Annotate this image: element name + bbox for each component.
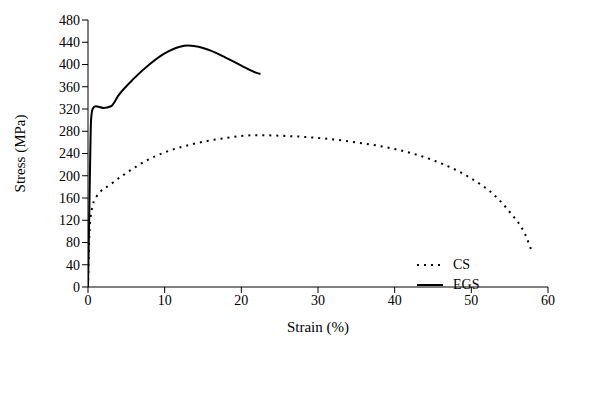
- svg-text:0: 0: [73, 280, 80, 295]
- svg-text:120: 120: [59, 213, 80, 228]
- svg-text:30: 30: [311, 293, 325, 308]
- svg-text:280: 280: [59, 124, 80, 139]
- svg-text:160: 160: [59, 191, 80, 206]
- svg-text:10: 10: [158, 293, 172, 308]
- svg-text:40: 40: [66, 258, 80, 273]
- svg-text:50: 50: [464, 293, 478, 308]
- svg-text:440: 440: [59, 35, 80, 50]
- svg-text:20: 20: [234, 293, 248, 308]
- svg-text:240: 240: [59, 146, 80, 161]
- svg-text:400: 400: [59, 57, 80, 72]
- svg-text:80: 80: [66, 235, 80, 250]
- svg-text:0: 0: [85, 293, 92, 308]
- svg-text:Stress (MPa): Stress (MPa): [12, 115, 29, 193]
- svg-text:Strain (%): Strain (%): [287, 319, 349, 336]
- svg-text:40: 40: [388, 293, 402, 308]
- svg-text:200: 200: [59, 169, 80, 184]
- html-text:CS: CS: [453, 257, 471, 272]
- svg-text:480: 480: [59, 13, 80, 28]
- svg-text:360: 360: [59, 80, 80, 95]
- svg-text:320: 320: [59, 102, 80, 117]
- html-text:EGS: EGS: [453, 277, 480, 292]
- svg-text:60: 60: [541, 293, 555, 308]
